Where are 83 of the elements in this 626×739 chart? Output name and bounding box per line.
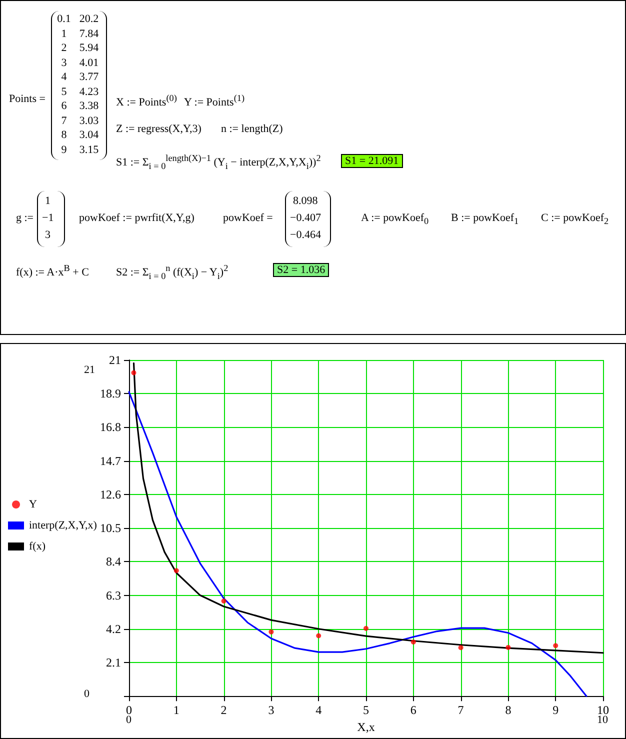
point bbox=[364, 626, 368, 631]
x-tick-label: 8 bbox=[505, 703, 512, 718]
text: powKoef := pwrfit(X,Y,g) bbox=[79, 212, 194, 224]
text: 2 bbox=[61, 42, 67, 54]
point bbox=[131, 370, 136, 376]
text: 3.38 bbox=[78, 100, 100, 112]
text: 9 bbox=[60, 144, 68, 156]
text: f(x) := A·x$^{B}$ + C bbox=[16, 263, 89, 279]
point bbox=[410, 640, 416, 644]
text: 0.1 bbox=[56, 13, 72, 25]
x-tick-label: 5 bbox=[363, 703, 369, 718]
text: 3.15 bbox=[78, 144, 100, 156]
text: 1 bbox=[45, 195, 50, 207]
text: −1 bbox=[42, 212, 54, 224]
y-tick-label: 16.8 bbox=[100, 420, 121, 434]
text: 21 bbox=[84, 364, 95, 376]
text: Y := Points$^{(1)}$ bbox=[184, 93, 244, 109]
text: C := powKoef$_{2}$ bbox=[541, 212, 609, 226]
text: B := powKoef bbox=[451, 212, 514, 224]
point bbox=[268, 629, 274, 634]
y-tick-label: 18.9 bbox=[100, 386, 121, 401]
x-tick-label: 2 bbox=[220, 703, 227, 718]
text: 5.94 bbox=[78, 42, 100, 54]
point bbox=[316, 633, 322, 638]
x-tick-label: 1 bbox=[173, 703, 180, 718]
y-tick-label: 12.6 bbox=[100, 487, 121, 502]
text: S1 := Σ$_{i = 0}$$^{length(X)−1}$ (Y$_{i}$ − interp(Z,X,Y,X$_{i}$))$^{2}$ bbox=[116, 153, 321, 171]
text: −0.464 bbox=[290, 229, 321, 241]
text: 4.01 bbox=[78, 56, 100, 68]
text: g := bbox=[16, 212, 34, 224]
text: 20.2 bbox=[78, 13, 100, 25]
y-tick-label: 8.4 bbox=[106, 554, 121, 569]
line-series bbox=[132, 362, 604, 654]
x-tick-label: 4 bbox=[316, 703, 322, 718]
text: 3.04 bbox=[78, 129, 100, 141]
y-tick-label: 14.7 bbox=[100, 454, 121, 468]
x-axis-title: X,x bbox=[357, 720, 375, 734]
text: S2 = 1.036 bbox=[273, 263, 330, 277]
text: 10 bbox=[597, 714, 608, 726]
y-tick-label: 10.5 bbox=[100, 521, 121, 536]
text: 1 bbox=[61, 28, 67, 40]
text: A := powKoef$_{0}$ bbox=[361, 212, 429, 226]
text: 3 bbox=[60, 56, 68, 68]
y-tick-label: 4.2 bbox=[106, 622, 121, 636]
text: 6 bbox=[60, 100, 68, 112]
text: 4 bbox=[60, 71, 68, 83]
text: 0 bbox=[84, 688, 90, 700]
text: 8 bbox=[60, 129, 68, 141]
x-tick-label: 7 bbox=[458, 703, 464, 718]
text: 0 bbox=[126, 714, 132, 726]
text: n := length(Z) bbox=[221, 123, 283, 135]
text: 3.03 bbox=[78, 114, 100, 126]
point bbox=[506, 644, 511, 650]
text: powKoef = bbox=[223, 212, 273, 224]
text: 3 bbox=[45, 229, 50, 241]
legend-label: Y bbox=[29, 498, 37, 510]
text: X := Points$^{(0)}$ bbox=[116, 93, 177, 109]
text: 4.23 bbox=[78, 86, 100, 98]
y-tick-label: 21 bbox=[109, 353, 121, 367]
x-tick-label: 6 bbox=[410, 703, 416, 718]
y-tick-label: 2.1 bbox=[106, 655, 121, 670]
text: 5 bbox=[60, 86, 68, 98]
text: Z := regress(X,Y,3) bbox=[116, 123, 202, 135]
legend-label: f(x) bbox=[29, 540, 46, 552]
text: S2 := Σ$_{i = 0}$$^{n}$ (f(X$_{i}$) − Y$_{i}$) bbox=[116, 263, 224, 281]
text: 3.77 bbox=[78, 71, 100, 83]
text: 2 bbox=[224, 263, 228, 273]
text: S1 = 21.091 bbox=[341, 154, 403, 168]
x-tick-label: 3 bbox=[268, 703, 274, 718]
text: 7.84 bbox=[78, 28, 100, 40]
text: 1 bbox=[514, 216, 519, 226]
legend-label: interp(Z,X,Y,x) bbox=[29, 520, 98, 532]
text: 7 bbox=[60, 114, 68, 126]
point bbox=[553, 643, 558, 648]
text: Points = bbox=[9, 93, 46, 105]
y-tick-label: 6.3 bbox=[106, 588, 121, 602]
point bbox=[174, 568, 179, 574]
text: −0.407 bbox=[290, 212, 321, 224]
x-tick-label: 9 bbox=[552, 703, 559, 718]
point bbox=[221, 598, 226, 604]
line-series bbox=[128, 391, 588, 697]
point bbox=[458, 645, 464, 650]
text: 8.098 bbox=[293, 195, 318, 207]
